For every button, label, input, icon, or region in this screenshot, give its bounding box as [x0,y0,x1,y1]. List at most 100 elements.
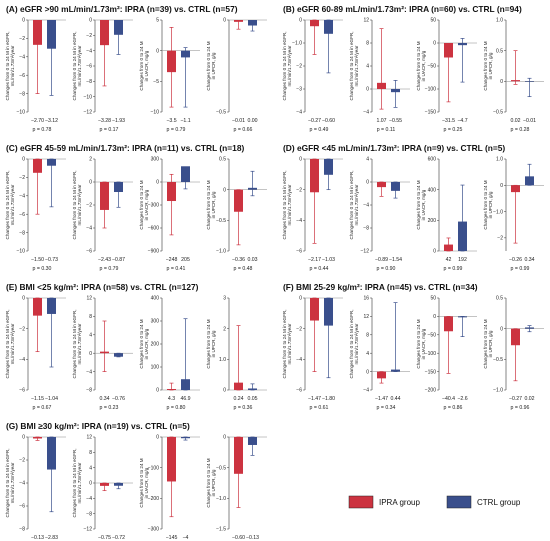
y-tick-label: 0 [500,326,503,332]
y-axis-label: Changes from 0 to 24 M [206,180,211,229]
panel-g: (G) BMI ≥30 kg/m²: IPRA (n=19) vs. CTRL … [5,421,267,541]
y-axis-label: Changes from 0 to 24 M [206,458,211,507]
y-axis-label: Changes from 0 to 24 M [206,319,211,368]
y-tick-label: 4 [89,333,92,339]
y-tick-label: −1.0 [493,388,503,394]
y-tick-label: 2 [223,326,226,332]
value-label-ipra: −0.13 [31,535,44,541]
y-axis-label: mL/min/1.73m²/year [354,184,359,225]
panel-c: (C) eGFR 45-59 mL/min/1.73m²: IPRA (n=11… [5,143,267,272]
y-axis-label: Changes from 0 to 24 M in eGFR, [282,171,287,240]
y-axis-label: in UACR, mg/g [421,328,426,359]
value-label-ipra: −248 [166,257,178,263]
legend-ctrl-swatch [446,495,472,509]
y-axis-label: in UACR, mg/g [421,189,426,220]
y-axis-label: Changes from 0 to 24 M [483,319,488,368]
y-tick-label: −1.0 [493,209,503,215]
p-value-label: p = 0.86 [444,405,463,411]
y-axis-label: in UPCR, g/g [488,52,493,79]
value-label-ipra: −0.27 [308,118,321,124]
y-tick-label: −5 [153,79,159,85]
value-label-ctrl: 0.05 [247,396,257,402]
y-tick-label: 0 [22,435,25,441]
y-tick-label: −6 [19,504,25,510]
y-tick-label: −12 [84,110,93,116]
y-axis-label: mL/min/1.73m²/year [287,323,292,364]
value-label-ipra: −2.17 [308,257,321,263]
p-value-label: p = 0.11 [377,127,396,133]
value-label-ctrl: −2.83 [45,535,58,541]
y-tick-label: −4 [86,48,92,54]
y-axis-label: Changes from 0 to 24 M in eGFR, [5,171,10,240]
value-label-ctrl: 205 [181,257,190,263]
y-tick-label: −4 [296,110,302,116]
value-label-ipra: −0.01 [232,118,245,124]
y-tick-label: −100 [425,351,436,357]
y-tick-label: 400 [151,296,160,302]
y-axis-label: in UACR, mg/g [144,189,149,220]
p-value-label: p = 0.80 [167,405,186,411]
value-label-ipra: −0.75 [98,535,111,541]
y-axis-label: Changes from 0 to 24 M [139,319,144,368]
value-label-ctrl: −2.6 [457,396,467,402]
value-label-ctrl: −1.04 [45,396,58,402]
value-label-ipra: 42 [446,257,452,263]
y-tick-label: −0.5 [493,357,503,363]
y-tick-label: 0 [433,249,436,255]
y-axis-label: Changes from 0 to 24 M [416,180,421,229]
subplot: Changes from 0 to 24 M in eGFR, mL/min/1.… [282,18,343,133]
p-value-label: p = 0.49 [310,127,329,133]
y-axis-label: mL/min/1.73m²/year [77,184,82,225]
y-axis-label: Changes from 0 to 24 M in eGFR, [349,171,354,240]
y-tick-label: −2 [19,458,25,464]
y-tick-label: 1.0 [496,157,503,163]
y-tick-label: −6 [296,388,302,394]
value-label-ctrl: −0.87 [112,257,125,263]
y-tick-label: −4 [363,110,369,116]
value-label-ipra: −2.43 [98,257,111,263]
y-tick-label: 200 [151,342,160,348]
y-axis-label: Changes from 0 to 24 M in eGFR, [72,171,77,240]
value-label-ipra: 0.34 [99,396,109,402]
y-axis-label: mL/min/1.73m²/year [77,462,82,503]
subplot: Changes from 0 to 24 M in eGFR, mL/min/1.… [5,157,66,272]
y-tick-label: 4 [366,64,369,70]
value-label-ctrl: −0.76 [112,396,125,402]
y-tick-label: 0 [89,481,92,487]
value-label-ipra: −1.50 [31,257,44,263]
panel-title: (F) BMI 25-29 kg/m²: IPRA (n=45) vs. CTR… [283,282,478,292]
y-tick-label: 0 [366,369,369,375]
y-tick-label: 0 [156,48,159,54]
y-tick-label: −12 [361,249,370,255]
y-tick-label: 0 [299,296,302,302]
value-label-ctrl: −4.7 [457,118,467,124]
y-tick-label: −3 [296,87,302,93]
panel-title: (B) eGFR 60-89 mL/min/1.73m²: IPRA (n=60… [283,4,522,14]
value-label-ipra: 1.07 [376,118,386,124]
panel-e: (E) BMI <25 kg/m²: IPRA (n=58) vs. CTRL … [5,282,267,411]
y-axis-label: Changes from 0 to 24 M in eGFR, [5,310,10,379]
y-tick-label: 0 [299,18,302,24]
panel-title: (C) eGFR 45-59 mL/min/1.73m²: IPRA (n=11… [6,143,244,153]
y-tick-label: 600 [428,157,437,163]
y-tick-label: −50 [428,333,437,339]
p-value-label: p = 0.48 [234,266,253,272]
y-tick-label: −1.0 [216,496,226,502]
y-tick-label: −150 [425,369,436,375]
y-tick-label: 16 [363,296,369,302]
y-tick-label: −2 [86,33,92,39]
y-tick-label: 8 [366,333,369,339]
y-tick-label: 0 [22,157,25,163]
y-tick-label: 50 [430,296,436,302]
panel-title: (A) eGFR >90 mL/min/1.73m²: IPRA (n=39) … [6,4,238,14]
y-axis-label: Changes from 0 to 24 M [139,180,144,229]
legend-ipra-swatch [348,495,374,509]
y-tick-label: −0.5 [216,218,226,224]
